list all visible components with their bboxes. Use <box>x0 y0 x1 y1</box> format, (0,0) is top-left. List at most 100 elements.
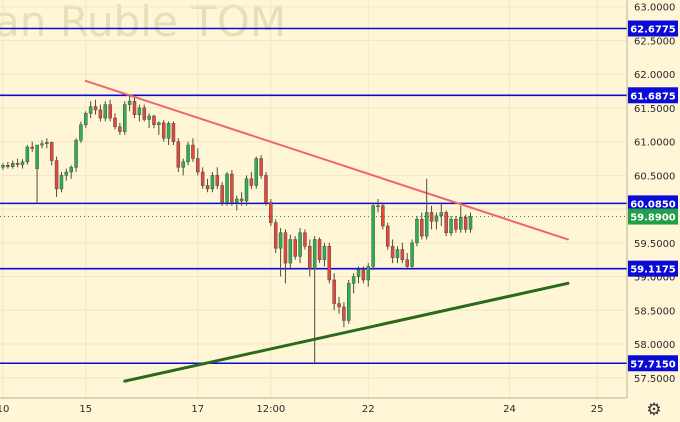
candle <box>293 236 297 260</box>
candle-body <box>298 232 302 257</box>
x-tick-label: 22 <box>362 404 375 415</box>
candle <box>166 121 171 146</box>
candle <box>351 273 356 294</box>
candle <box>376 199 380 213</box>
candle-body <box>312 239 317 269</box>
candle <box>220 182 224 206</box>
candle <box>288 234 293 270</box>
candle <box>308 239 312 277</box>
candle-body <box>88 106 93 114</box>
candle-body <box>64 171 69 176</box>
candle <box>25 145 30 165</box>
time-axis[interactable]: 10 15 17 12:00 22 24 25 <box>0 404 604 415</box>
candle <box>127 94 132 112</box>
candle <box>171 121 176 146</box>
candle-body <box>293 239 297 257</box>
y-tick-label: 57.5000 <box>634 374 675 385</box>
candle-body <box>25 146 30 163</box>
candle-body <box>40 143 44 146</box>
last-price-label: 59.8900 <box>630 213 676 224</box>
candle-body <box>405 259 409 267</box>
candle-body <box>303 232 307 247</box>
candle-body <box>235 198 239 203</box>
candle <box>108 99 112 122</box>
candle-body <box>376 205 380 207</box>
trendlines[interactable] <box>84 79 570 383</box>
candle <box>390 239 395 264</box>
time-axis-background[interactable] <box>0 398 680 422</box>
x-tick-label: 24 <box>503 404 516 415</box>
candle-body <box>356 269 361 277</box>
candle <box>244 175 249 206</box>
candle-body <box>259 158 263 176</box>
candle-body <box>142 107 146 120</box>
candle <box>327 242 332 284</box>
candle-body <box>449 218 453 233</box>
candle <box>371 202 375 270</box>
horizontal-levels[interactable] <box>0 27 627 365</box>
candle-body <box>157 122 161 126</box>
candle <box>434 212 439 230</box>
y-tick-label: 61.5000 <box>634 104 675 115</box>
candle <box>118 122 122 135</box>
candle <box>152 114 156 129</box>
candle <box>157 121 161 135</box>
candle-body <box>108 104 112 119</box>
candle-body <box>439 212 444 217</box>
candle <box>88 101 93 119</box>
candle <box>132 97 137 119</box>
candle-body <box>20 161 25 165</box>
candle-body <box>444 212 448 233</box>
candle-body <box>69 167 73 173</box>
candle-body <box>137 107 142 115</box>
candle-body <box>166 123 171 139</box>
candle-body <box>132 100 137 115</box>
candle <box>254 156 258 189</box>
candle <box>400 242 405 264</box>
candle <box>191 138 195 162</box>
candle <box>20 159 25 169</box>
candle-body <box>468 216 473 230</box>
candle-body <box>161 122 166 139</box>
gear-icon[interactable]: ⚙ <box>646 400 662 420</box>
candle-body <box>191 144 195 159</box>
candle <box>278 228 283 277</box>
candle <box>439 202 444 226</box>
candle-body <box>366 266 370 281</box>
y-tick-label: 58.5000 <box>634 306 675 317</box>
candle <box>249 172 254 189</box>
candle <box>69 165 73 179</box>
trendline-support[interactable] <box>123 281 570 383</box>
candle <box>235 195 239 211</box>
candle-body <box>225 173 229 203</box>
candle-body <box>176 141 181 168</box>
candle-body <box>463 216 468 230</box>
candle <box>84 111 88 129</box>
candle <box>283 229 288 284</box>
candle-body <box>230 173 234 203</box>
candle-body <box>249 178 254 186</box>
level-label-bg <box>628 355 678 372</box>
candle <box>15 158 20 168</box>
candle <box>298 228 302 264</box>
price-axis[interactable]: 57.500058.000058.500059.000059.500060.00… <box>628 3 678 385</box>
candle <box>137 104 142 122</box>
level-label: 59.1175 <box>630 265 676 276</box>
candle <box>264 172 268 206</box>
candle-body <box>317 239 322 260</box>
candlesticks <box>1 94 473 365</box>
candle-body <box>147 115 151 120</box>
candle <box>59 172 64 193</box>
candle <box>79 121 83 144</box>
candle-body <box>434 215 439 222</box>
candle <box>356 266 361 284</box>
candle-body <box>200 171 205 186</box>
candle-body <box>118 126 122 132</box>
candle-body <box>210 175 215 190</box>
level-label: 57.7150 <box>630 359 676 370</box>
candle <box>215 167 220 189</box>
candle <box>468 212 473 233</box>
candle <box>196 148 200 176</box>
trendline-resistance[interactable] <box>84 79 569 241</box>
